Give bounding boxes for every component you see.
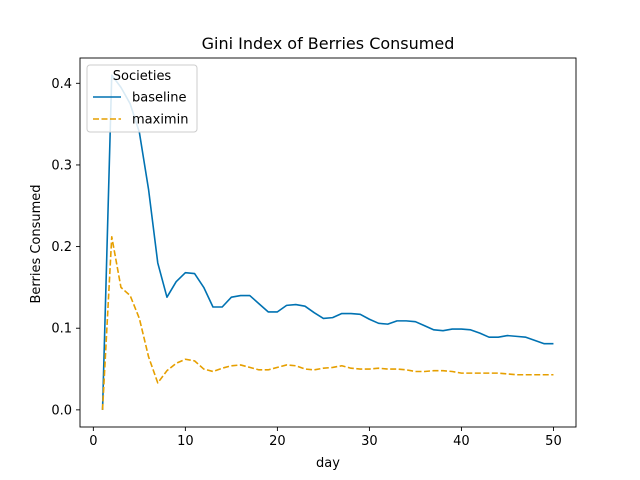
legend: Societies baseline maximin	[86, 64, 198, 133]
x-axis-label: day	[316, 456, 340, 471]
y-axis-label: Berries Consumed	[29, 184, 44, 303]
y-tick-label: 0.0	[51, 403, 72, 418]
legend-title: Societies	[113, 69, 172, 84]
x-tick-label: 30	[361, 434, 378, 449]
legend-label-maximin: maximin	[132, 113, 188, 128]
x-tick-label: 40	[453, 434, 470, 449]
y-tick-label: 0.2	[51, 240, 72, 255]
y-tick-label: 0.1	[51, 322, 72, 337]
y-tick-label: 0.3	[51, 158, 72, 173]
x-tick-label: 10	[177, 434, 194, 449]
chart-title: Gini Index of Berries Consumed	[202, 34, 455, 53]
y-axis: 0.0 0.1 0.2 0.3 0.4	[51, 77, 80, 418]
legend-label-baseline: baseline	[132, 91, 186, 106]
x-axis: 0 10 20 30 40 50	[89, 427, 562, 449]
x-tick-label: 20	[269, 434, 286, 449]
x-tick-label: 0	[89, 434, 97, 449]
x-tick-label: 50	[545, 434, 562, 449]
legend-box	[86, 64, 198, 133]
axes-frame	[79, 57, 577, 428]
plot-area	[79, 57, 577, 428]
y-tick-label: 0.4	[51, 77, 72, 92]
series-line-maximin	[101, 235, 554, 410]
series-line-baseline	[101, 74, 554, 410]
